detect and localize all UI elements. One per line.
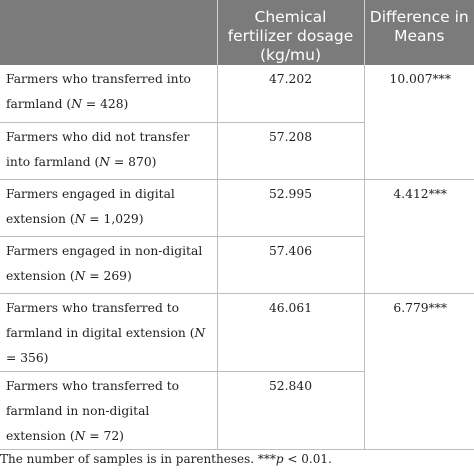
header-difference-in-means: Difference in Means (363, 0, 474, 65)
difference-value: 6.779*** (363, 292, 474, 450)
dosage-value: 47.202 (216, 65, 365, 123)
table-row: Farmers engaged in non-digital extension… (0, 235, 474, 294)
table-footnote: The number of samples is in parentheses.… (0, 452, 332, 466)
row-label: Farmers who transferred into farmland (N… (0, 65, 218, 123)
dosage-value: 46.061 (216, 292, 365, 372)
results-table: Chemical fertilizer dosage (kg/mu) Diffe… (0, 0, 474, 450)
table-row: Farmers who transferred into farmland (N… (0, 65, 474, 180)
table-row: Farmers who did not transfer into farmla… (0, 121, 474, 180)
row-label: Farmers engaged in non-digital extension… (0, 235, 218, 294)
table-row: Farmers who transferred to farmland in n… (0, 370, 474, 450)
dosage-value: 57.208 (216, 121, 364, 180)
table-body: Farmers who transferred into farmland (N… (0, 65, 474, 450)
table-row: Farmers engaged in digital extension (N … (0, 178, 474, 294)
dosage-value: 52.840 (216, 370, 364, 450)
table-row: Farmers who transferred to farmland in d… (0, 292, 474, 450)
difference-value: 10.007*** (363, 65, 474, 180)
header-empty (0, 0, 217, 65)
dosage-value: 52.995 (216, 178, 365, 237)
difference-value: 4.412*** (363, 178, 474, 294)
header-fertilizer-dosage: Chemical fertilizer dosage (kg/mu) (216, 0, 364, 65)
row-label: Farmers who transferred to farmland in d… (0, 292, 218, 372)
row-label: Farmers engaged in digital extension (N … (0, 178, 218, 237)
row-label: Farmers who transferred to farmland in n… (0, 370, 218, 450)
table-header: Chemical fertilizer dosage (kg/mu) Diffe… (0, 0, 474, 65)
dosage-value: 57.406 (216, 235, 364, 294)
row-label: Farmers who did not transfer into farmla… (0, 121, 218, 180)
